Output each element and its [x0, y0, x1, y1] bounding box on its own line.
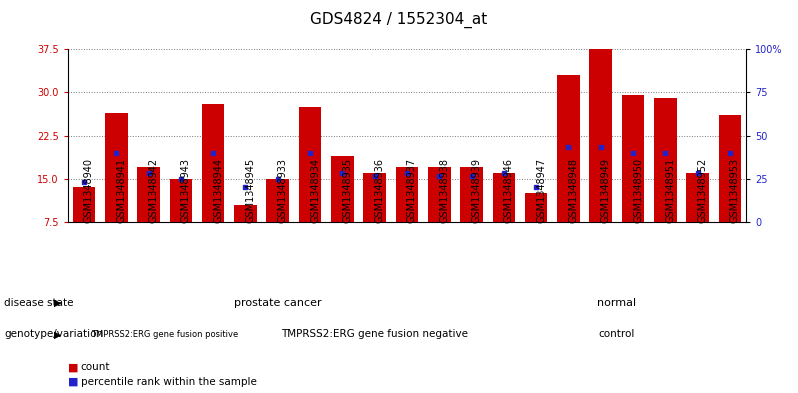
Bar [267, 179, 289, 222]
Text: GDS4824 / 1552304_at: GDS4824 / 1552304_at [310, 11, 488, 28]
Bar [363, 173, 386, 222]
Bar [396, 167, 418, 222]
Text: GSM1348950: GSM1348950 [633, 158, 643, 223]
Text: GSM1348938: GSM1348938 [439, 158, 449, 223]
Bar [202, 104, 224, 222]
Text: ▶: ▶ [54, 298, 61, 308]
Text: GSM1348953: GSM1348953 [730, 158, 740, 223]
Text: count: count [81, 362, 110, 373]
Text: GSM1348947: GSM1348947 [536, 158, 546, 223]
Bar [590, 49, 612, 222]
Text: GSM1348946: GSM1348946 [504, 158, 514, 223]
Text: GSM1348937: GSM1348937 [407, 158, 417, 223]
Text: GSM1348952: GSM1348952 [697, 158, 708, 223]
Bar [622, 95, 644, 222]
Text: TMPRSS2:ERG gene fusion positive: TMPRSS2:ERG gene fusion positive [91, 330, 239, 339]
Bar [557, 75, 580, 222]
Text: disease state: disease state [4, 298, 73, 308]
Text: GSM1348942: GSM1348942 [148, 158, 159, 223]
Bar [719, 116, 741, 222]
Bar [169, 179, 192, 222]
Text: GSM1348949: GSM1348949 [601, 158, 610, 223]
Text: percentile rank within the sample: percentile rank within the sample [81, 377, 256, 387]
Bar [460, 167, 483, 222]
Bar [686, 173, 709, 222]
Bar [428, 167, 451, 222]
Bar [137, 167, 160, 222]
Text: GSM1348935: GSM1348935 [342, 158, 353, 223]
Bar [654, 98, 677, 222]
Text: normal: normal [598, 298, 637, 308]
Text: GSM1348948: GSM1348948 [568, 158, 579, 223]
Bar [525, 193, 547, 222]
Text: ■: ■ [68, 377, 78, 387]
Bar [73, 187, 95, 222]
Text: GSM1348934: GSM1348934 [310, 158, 320, 223]
Bar [105, 112, 128, 222]
Text: ■: ■ [68, 362, 78, 373]
Bar [492, 173, 516, 222]
Text: GSM1348944: GSM1348944 [213, 158, 223, 223]
Bar [298, 107, 322, 222]
Text: GSM1348940: GSM1348940 [84, 158, 94, 223]
Text: GSM1348943: GSM1348943 [181, 158, 191, 223]
Text: GSM1348933: GSM1348933 [278, 158, 288, 223]
Text: genotype/variation: genotype/variation [4, 329, 103, 340]
Text: GSM1348941: GSM1348941 [117, 158, 126, 223]
Text: GSM1348945: GSM1348945 [246, 158, 255, 223]
Text: GSM1348936: GSM1348936 [375, 158, 385, 223]
Text: GSM1348951: GSM1348951 [666, 158, 675, 223]
Bar [234, 205, 257, 222]
Text: GSM1348939: GSM1348939 [472, 158, 481, 223]
Bar [331, 156, 354, 222]
Text: control: control [598, 329, 635, 340]
Text: TMPRSS2:ERG gene fusion negative: TMPRSS2:ERG gene fusion negative [281, 329, 468, 340]
Text: ▶: ▶ [54, 329, 61, 340]
Text: prostate cancer: prostate cancer [234, 298, 322, 308]
